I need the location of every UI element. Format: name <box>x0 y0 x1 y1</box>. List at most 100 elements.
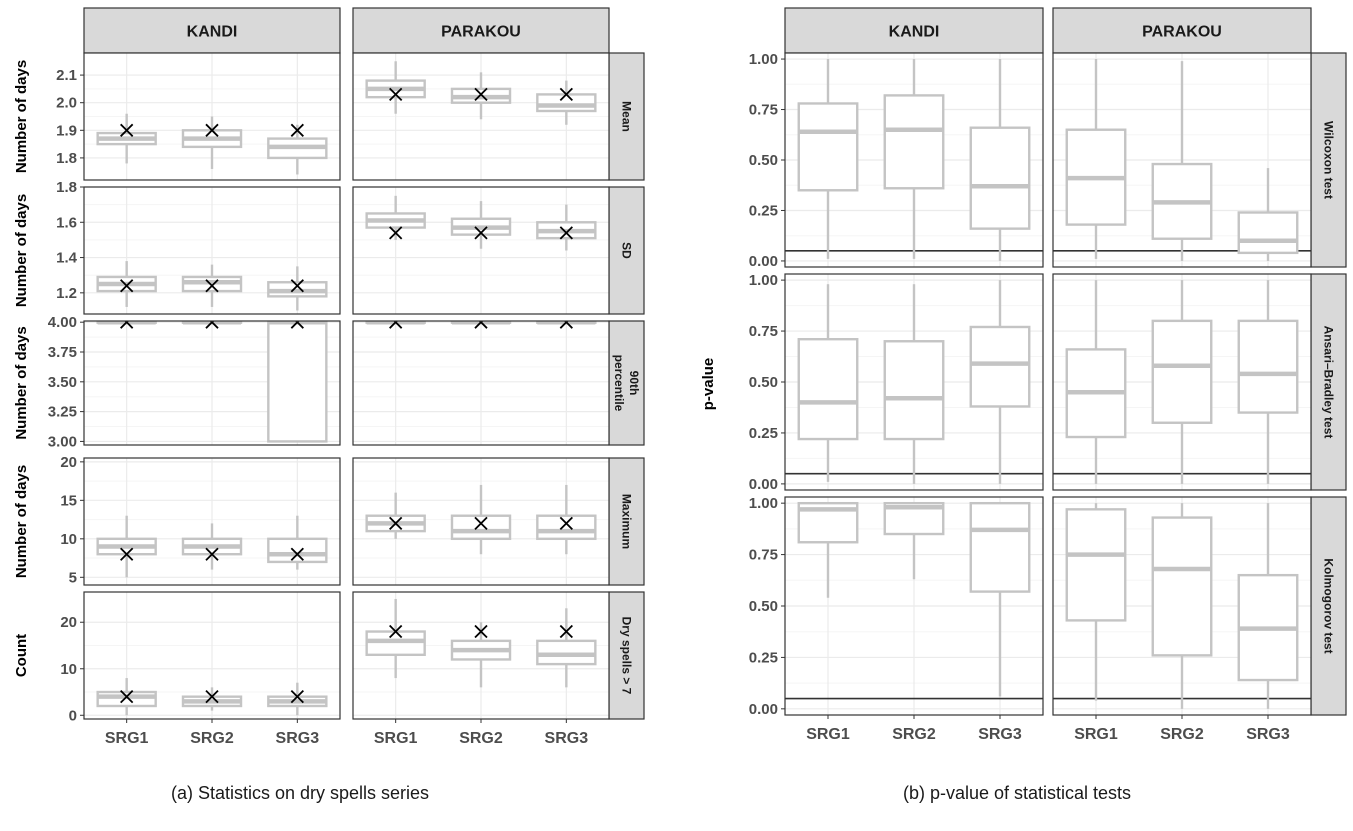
box-iqr <box>267 537 328 564</box>
y-tick-label: 0.25 <box>749 425 778 442</box>
y-tick-label: 0.75 <box>749 547 778 564</box>
row-strip-label: Ansari–Bradley test <box>1322 326 1336 439</box>
boxplot-srg2 <box>450 484 512 555</box>
y-axis-label: Count <box>13 634 30 677</box>
boxplot-srg1 <box>797 501 859 598</box>
row-strip-label-group: Maximum <box>620 494 634 549</box>
panel-border <box>352 52 610 181</box>
panel-content <box>365 598 597 688</box>
panel-content <box>1053 503 1311 709</box>
row-strip <box>608 52 645 181</box>
observed-marker-stroke <box>290 547 304 561</box>
y-tick-label: 3.50 <box>48 374 77 391</box>
boxplot-srg2 <box>181 687 243 711</box>
y-tick-label: 0.25 <box>749 649 778 666</box>
figure-a-statistics: KANDI PARAKOU 1.8 1.9 2.0 2.1 Number of days Me… <box>13 7 645 747</box>
boxplot-srg3 <box>536 608 597 688</box>
y-tick-label: 10 <box>60 661 77 678</box>
panel-border <box>83 52 341 181</box>
y-tick-label: 1.00 <box>749 272 778 289</box>
panel-parakou <box>352 591 610 720</box>
y-tick-label: 20 <box>60 614 77 631</box>
y-tick-label: 1.8 <box>56 179 77 196</box>
boxplot-srg1 <box>365 61 426 114</box>
observed-marker-stroke <box>120 123 134 137</box>
boxplot-srg2 <box>883 284 945 484</box>
y-tick-label: 5 <box>69 569 77 586</box>
row-strip-label: Maximum <box>620 494 634 549</box>
boxplot-srg2 <box>450 201 512 249</box>
panel-parakou <box>352 320 610 446</box>
panel-content <box>96 678 328 716</box>
y-tick-label: 10 <box>60 531 77 548</box>
row-strip <box>608 591 645 720</box>
boxplot-srg3 <box>536 80 597 125</box>
observed-marker-stroke <box>205 123 219 137</box>
y-tick-label: 1.00 <box>749 495 778 512</box>
panel-border <box>83 457 341 586</box>
x-tick-label: SRG3 <box>978 726 1022 743</box>
boxplot-srg3 <box>536 484 597 555</box>
panel-parakou <box>352 52 610 181</box>
column-label-parakou: PARAKOU <box>441 24 521 41</box>
panel-content <box>785 59 1043 261</box>
row-strip-label-group: Dry spells > 7 <box>620 617 634 695</box>
panel-kandi <box>83 457 341 586</box>
x-tick-label: SRG1 <box>806 726 850 743</box>
column-label-parakou: PARAKOU <box>1142 24 1222 41</box>
row-strip-label: Kolmogorov test <box>1322 558 1336 653</box>
y-tick-label: 1.2 <box>56 285 77 302</box>
observed-marker-stroke <box>205 690 219 704</box>
column-strip-parakou <box>1052 7 1312 54</box>
boxplot-srg3 <box>1237 280 1299 484</box>
boxplot-srg1 <box>365 598 426 679</box>
x-tick-label: SRG3 <box>276 730 320 747</box>
boxplot-srg3 <box>267 123 328 175</box>
observed-marker-stroke <box>559 226 573 240</box>
box-iqr <box>1237 211 1299 255</box>
y-tick-label: 1.8 <box>56 150 77 167</box>
box-iqr <box>969 501 1031 593</box>
observed-marker-stroke <box>290 690 304 704</box>
boxplot-srg2 <box>450 72 512 120</box>
y-tick-label: 15 <box>60 492 77 509</box>
panel-content <box>785 280 1043 484</box>
panel-border <box>784 273 1044 491</box>
observed-marker-stroke <box>120 690 134 704</box>
box-iqr <box>536 639 597 666</box>
x-tick-label: SRG3 <box>545 730 589 747</box>
y-axis-label: p-value <box>700 358 717 411</box>
row-strip <box>1310 273 1347 491</box>
observed-marker-stroke <box>205 547 219 561</box>
y-tick-label: 1.4 <box>56 250 78 267</box>
box-iqr <box>883 94 945 190</box>
box-iqr <box>365 630 426 657</box>
boxplot-srg1 <box>797 59 859 259</box>
boxplot-srg3 <box>1237 503 1299 709</box>
boxplot-srg2 <box>883 59 945 259</box>
panel-parakou <box>1052 273 1312 491</box>
panel-parakou <box>1052 52 1312 268</box>
y-tick-label: 0.75 <box>749 102 778 119</box>
boxplot-srg3 <box>969 59 1031 261</box>
x-tick-label: SRG2 <box>1160 726 1204 743</box>
panel-content <box>365 321 597 329</box>
column-strip-parakou <box>352 7 610 54</box>
panel-kandi <box>83 52 341 181</box>
box-iqr <box>450 514 512 541</box>
row-strip <box>608 186 645 315</box>
observed-marker-stroke <box>120 279 134 293</box>
x-tick-label: SRG1 <box>105 730 149 747</box>
observed-marker-stroke <box>474 226 488 240</box>
boxplot-srg3 <box>267 682 328 716</box>
boxplot-srg3 <box>267 515 328 570</box>
observed-marker-stroke <box>474 87 488 102</box>
observed-marker-stroke <box>474 321 484 329</box>
boxplot-srg1 <box>365 195 426 240</box>
y-tick-label: 2.1 <box>56 67 77 84</box>
y-tick-label: 0.00 <box>749 701 778 718</box>
x-tick-label: SRG2 <box>190 730 234 747</box>
boxplot-srg3 <box>969 280 1031 484</box>
box-iqr <box>883 340 945 441</box>
